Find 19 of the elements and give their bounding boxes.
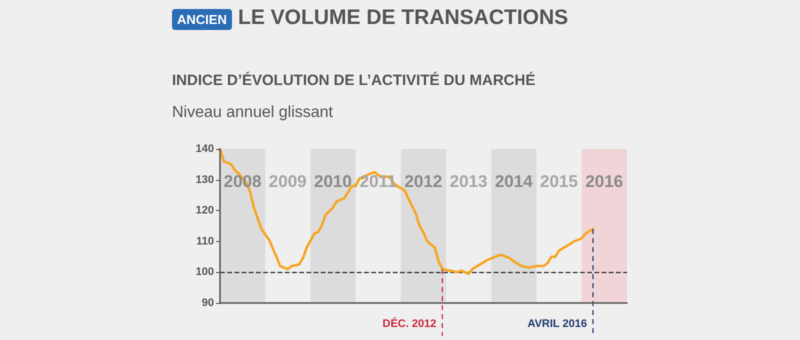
ref-line-label: DÉC. 2012 xyxy=(382,317,436,330)
y-tick-label: 100 xyxy=(196,266,214,278)
chart-title: LE VOLUME DE TRANSACTIONS xyxy=(238,6,568,30)
text: ANCIEN xyxy=(172,9,232,30)
y-tick-label: 110 xyxy=(196,235,214,248)
x-tick-label: 2014 xyxy=(494,172,534,191)
x-tick-label: 2009 xyxy=(268,172,307,191)
x-tick-label: 2013 xyxy=(450,172,488,191)
y-tick-label: 140 xyxy=(196,143,214,155)
y-tick-label: 120 xyxy=(196,204,214,217)
y-tick-label: 90 xyxy=(202,297,214,309)
x-tick-label: 2012 xyxy=(404,172,442,191)
x-tick-label: 2015 xyxy=(540,172,578,191)
y-tick-label: 130 xyxy=(196,174,214,186)
x-tick-label: 2016 xyxy=(585,172,624,191)
chart-subtitle: INDICE D’ÉVOLUTION DE L’ACTIVITÉ DU MARCHÉ xyxy=(172,72,536,89)
text: Niveau annuel glissant xyxy=(172,104,333,122)
x-tick-label: 2010 xyxy=(314,172,352,191)
ref-line-label: AVRIL 2016 xyxy=(527,318,587,330)
